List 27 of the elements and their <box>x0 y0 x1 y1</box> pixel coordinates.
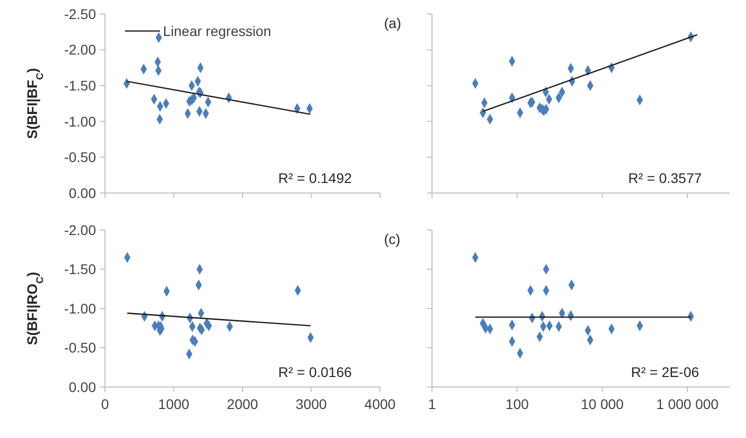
x-tick-label: 0 <box>101 396 110 412</box>
y-tick-label: -1.00 <box>64 113 96 130</box>
y-tick-label: -2.50 <box>64 6 96 22</box>
text: (c) <box>384 231 400 247</box>
y-tick-label: -2.00 <box>64 42 96 58</box>
annotation: R² = 0.1492 <box>278 170 352 186</box>
y-tick-label: 0.00 <box>68 184 96 201</box>
y-tick-label: 0.00 <box>68 378 96 395</box>
x-tick-label: 2000 <box>226 396 258 412</box>
y-tick-label: -1.00 <box>64 300 96 316</box>
y-tick-label: -2.00 <box>64 222 96 238</box>
annotation: R² = 0.0166 <box>278 364 352 380</box>
y-tick-label: -0.50 <box>64 340 96 356</box>
y-tick-label: -1.50 <box>64 78 96 94</box>
x-tick-label: 100 <box>505 396 530 412</box>
text: (a) <box>384 15 402 31</box>
x-tick-label: 3000 <box>296 396 328 412</box>
x-tick-label: 1 000 000 <box>656 396 719 412</box>
x-tick-label: 1 <box>428 396 436 412</box>
x-tick-label: 4000 <box>364 396 396 412</box>
y-tick-label: -0.50 <box>64 149 96 166</box>
annotation: R² = 0.3577 <box>628 170 702 186</box>
y-tick-label: -1.50 <box>64 261 96 278</box>
legend-label: Linear regression <box>163 22 272 39</box>
x-tick-label: 1000 <box>158 396 190 412</box>
annotation: R² = 2E-06 <box>630 364 700 380</box>
x-tick-label: 10 000 <box>580 396 624 412</box>
